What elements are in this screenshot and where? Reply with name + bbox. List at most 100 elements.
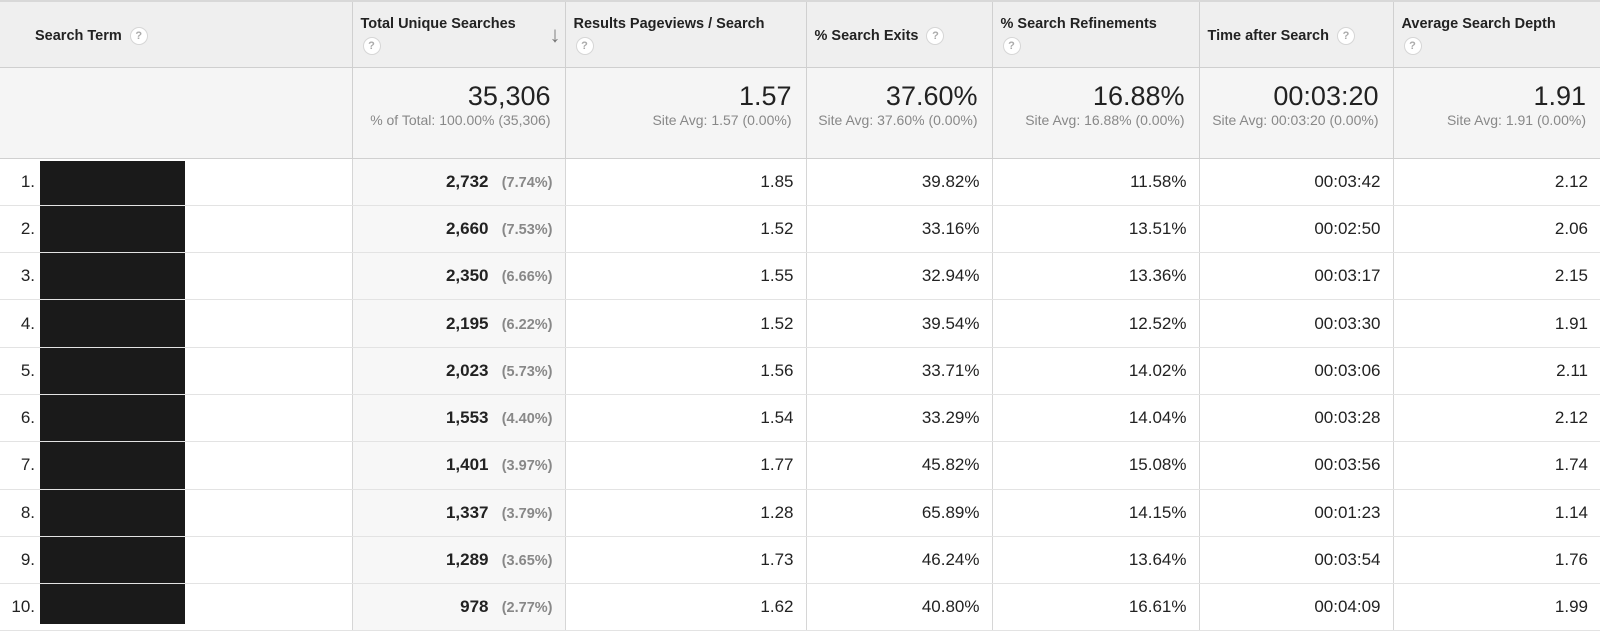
table-row: 6. 1,553 (4.40%) 1.54 33.29% 14.04% 00:03…: [0, 394, 1600, 443]
unique-searches-value: 1,401: [445, 455, 489, 475]
row-number: 2.: [20, 218, 35, 238]
time-after-search-cell: 00:03:06: [1198, 347, 1393, 395]
search-refinements-cell: 11.58%: [991, 158, 1199, 206]
column-label: % Search Exits: [814, 28, 919, 44]
average-search-depth-cell: 2.12: [1392, 394, 1600, 443]
total-average-search-depth: 1.91 Site Avg: 1.91 (0.00%): [1392, 67, 1600, 159]
redacted-search-term[interactable]: [40, 442, 185, 489]
pageviews-per-search-cell: 1.85: [564, 158, 806, 206]
unique-searches-value: 2,660: [445, 218, 489, 238]
table-row: 9. 1,289 (3.65%) 1.73 46.24% 13.64% 00:03…: [0, 536, 1600, 585]
unique-searches-percent: (3.65%): [501, 553, 553, 570]
search-term-cell[interactable]: 3.: [0, 252, 352, 301]
unique-searches-value: 1,289: [445, 550, 489, 570]
redacted-search-term[interactable]: [40, 347, 185, 394]
average-search-depth-cell: 1.91: [1392, 299, 1600, 348]
row-number: 9.: [20, 550, 35, 570]
search-term-cell[interactable]: 1.: [0, 158, 352, 206]
help-icon[interactable]: ?: [1403, 37, 1422, 55]
search-term-cell[interactable]: 6.: [0, 394, 352, 443]
time-after-search-cell: 00:03:28: [1198, 394, 1393, 443]
row-number: 8.: [20, 502, 35, 522]
unique-searches-cell: 2,660 (7.53%): [351, 205, 565, 254]
sort-descending-icon[interactable]: ↓: [549, 22, 561, 47]
table-row: 2. 2,660 (7.53%) 1.52 33.16% 13.51% 00:02…: [0, 205, 1600, 254]
redacted-search-term[interactable]: [40, 253, 185, 300]
pageviews-per-search-cell: 1.55: [564, 252, 806, 301]
search-term-cell[interactable]: 10.: [0, 583, 352, 632]
total-search-refinements: 16.88% Site Avg: 16.88% (0.00%): [991, 67, 1199, 159]
help-icon[interactable]: ?: [926, 27, 945, 46]
unique-searches-percent: (7.53%): [501, 221, 553, 238]
column-label: Results Pageviews / Search: [573, 16, 765, 32]
search-exits-cell: 39.54%: [805, 299, 992, 348]
search-term-cell[interactable]: 2.: [0, 205, 352, 254]
column-header-pageviews-per-search[interactable]: Results Pageviews / Search ?: [564, 0, 806, 68]
unique-searches-value: 1,337: [445, 502, 489, 522]
unique-searches-percent: (6.22%): [501, 316, 553, 333]
redacted-search-term[interactable]: [40, 205, 185, 253]
unique-searches-value: 978: [460, 597, 489, 617]
time-after-search-cell: 00:03:17: [1198, 252, 1393, 301]
column-label: Average Search Depth: [1401, 16, 1556, 32]
help-icon[interactable]: ?: [575, 37, 594, 55]
help-icon[interactable]: ?: [129, 27, 148, 46]
unique-searches-percent: (3.97%): [501, 458, 553, 475]
search-exits-cell: 33.71%: [805, 347, 992, 395]
help-icon[interactable]: ?: [362, 37, 381, 55]
search-term-cell[interactable]: 8.: [0, 489, 352, 537]
redacted-search-term[interactable]: [40, 536, 185, 584]
row-number: 3.: [20, 266, 35, 286]
search-term-cell[interactable]: 7.: [0, 441, 352, 490]
search-exits-cell: 39.82%: [805, 158, 992, 206]
unique-searches-value: 2,350: [445, 266, 489, 286]
column-label: % Search Refinements: [1000, 16, 1157, 32]
search-refinements-cell: 14.04%: [991, 394, 1199, 443]
column-header-average-search-depth[interactable]: Average Search Depth ?: [1392, 0, 1600, 68]
search-term-cell[interactable]: 5.: [0, 347, 352, 395]
row-number: 7.: [20, 455, 35, 475]
redacted-search-term[interactable]: [40, 300, 185, 347]
total-subtext: % of Total: 100.00% (35,306): [370, 111, 551, 128]
average-search-depth-cell: 2.12: [1392, 158, 1600, 206]
unique-searches-percent: (4.40%): [501, 411, 553, 428]
table-row: 3. 2,350 (6.66%) 1.55 32.94% 13.36% 00:03…: [0, 252, 1600, 301]
column-header-search-refinements[interactable]: % Search Refinements ?: [991, 0, 1199, 68]
redacted-search-term[interactable]: [40, 489, 185, 536]
average-search-depth-cell: 1.99: [1392, 583, 1600, 632]
search-refinements-cell: 13.64%: [991, 536, 1199, 585]
search-term-cell[interactable]: 4.: [0, 299, 352, 348]
search-refinements-cell: 14.15%: [991, 489, 1199, 537]
pageviews-per-search-cell: 1.77: [564, 441, 806, 490]
pageviews-per-search-cell: 1.54: [564, 394, 806, 443]
unique-searches-cell: 1,401 (3.97%): [351, 441, 565, 490]
unique-searches-percent: (5.73%): [501, 363, 553, 380]
search-exits-cell: 33.16%: [805, 205, 992, 254]
table-row: 4. 2,195 (6.22%) 1.52 39.54% 12.52% 00:03…: [0, 299, 1600, 348]
column-header-time-after-search[interactable]: Time after Search?: [1198, 0, 1393, 68]
redacted-search-term[interactable]: [40, 584, 185, 625]
pageviews-per-search-cell: 1.28: [564, 489, 806, 537]
redacted-search-term[interactable]: [40, 160, 185, 205]
total-value: 16.88%: [1092, 80, 1185, 111]
unique-searches-percent: (3.79%): [501, 505, 553, 522]
row-number: 6.: [20, 408, 35, 428]
total-search-exits: 37.60% Site Avg: 37.60% (0.00%): [805, 67, 992, 159]
unique-searches-percent: (6.66%): [501, 269, 553, 286]
total-value: 35,306: [467, 80, 551, 111]
total-value: 1.57: [738, 80, 792, 111]
help-icon[interactable]: ?: [1336, 27, 1355, 46]
pageviews-per-search-cell: 1.52: [564, 299, 806, 348]
pageviews-per-search-cell: 1.56: [564, 347, 806, 395]
search-exits-cell: 40.80%: [805, 583, 992, 632]
search-exits-cell: 32.94%: [805, 252, 992, 301]
average-search-depth-cell: 2.15: [1392, 252, 1600, 301]
help-icon[interactable]: ?: [1002, 37, 1021, 55]
column-header-search-term[interactable]: Search Term?: [0, 0, 352, 68]
search-term-cell[interactable]: 9.: [0, 536, 352, 585]
column-header-search-exits[interactable]: % Search Exits?: [805, 0, 992, 68]
column-header-unique-searches[interactable]: Total Unique Searches ? ↓: [351, 0, 565, 68]
redacted-search-term[interactable]: [40, 394, 185, 442]
row-number: 1.: [20, 171, 35, 191]
